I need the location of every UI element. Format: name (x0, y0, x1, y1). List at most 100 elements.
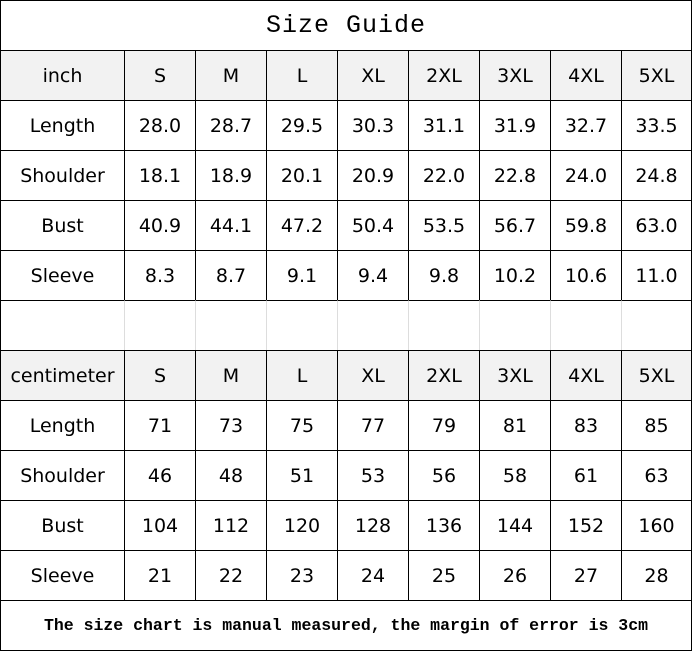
measurement-value: 77 (337, 400, 408, 450)
measurement-value: 128 (337, 500, 408, 550)
measurement-value: 83 (550, 400, 621, 450)
measurement-label: Bust (0, 200, 124, 250)
measurement-value: 51 (266, 450, 337, 500)
size-header: S (124, 50, 195, 100)
measurement-value: 9.8 (408, 250, 479, 300)
table-row: Sleeve 8.3 8.7 9.1 9.4 9.8 10.2 10.6 11.0 (0, 250, 692, 300)
measurement-value: 24 (337, 550, 408, 600)
table-row: Shoulder 46 48 51 53 56 58 61 63 (0, 450, 692, 500)
measurement-value: 47.2 (266, 200, 337, 250)
inch-header-row: inch S M L XL 2XL 3XL 4XL 5XL (0, 50, 692, 100)
measurement-value: 48 (195, 450, 266, 500)
measurement-note: The size chart is manual measured, the m… (0, 600, 692, 651)
unit-label: centimeter (0, 350, 124, 400)
measurement-value: 71 (124, 400, 195, 450)
empty-cell (408, 300, 479, 350)
centimeter-header-row: centimeter S M L XL 2XL 3XL 4XL 5XL (0, 350, 692, 400)
measurement-value: 160 (621, 500, 692, 550)
measurement-value: 27 (550, 550, 621, 600)
measurement-value: 79 (408, 400, 479, 450)
size-header: 5XL (621, 50, 692, 100)
measurement-value: 33.5 (621, 100, 692, 150)
measurement-value: 9.4 (337, 250, 408, 300)
measurement-value: 18.1 (124, 150, 195, 200)
measurement-value: 22.0 (408, 150, 479, 200)
measurement-value: 20.1 (266, 150, 337, 200)
size-header: L (266, 50, 337, 100)
size-header: 2XL (408, 50, 479, 100)
size-header: M (195, 50, 266, 100)
table-row: Length 28.0 28.7 29.5 30.3 31.1 31.9 32.7 33.5 (0, 100, 692, 150)
size-header: M (195, 350, 266, 400)
measurement-value: 144 (479, 500, 550, 550)
table-row: Bust 104 112 120 128 136 144 152 160 (0, 500, 692, 550)
measurement-value: 22 (195, 550, 266, 600)
measurement-value: 25 (408, 550, 479, 600)
empty-cell (266, 300, 337, 350)
measurement-value: 11.0 (621, 250, 692, 300)
size-header: XL (337, 350, 408, 400)
measurement-label: Shoulder (0, 450, 124, 500)
measurement-value: 136 (408, 500, 479, 550)
empty-cell (621, 300, 692, 350)
measurement-value: 53.5 (408, 200, 479, 250)
measurement-value: 46 (124, 450, 195, 500)
measurement-value: 21 (124, 550, 195, 600)
measurement-value: 58 (479, 450, 550, 500)
empty-cell (124, 300, 195, 350)
measurement-value: 152 (550, 500, 621, 550)
measurement-value: 53 (337, 450, 408, 500)
spacer-row (0, 300, 692, 350)
size-header: XL (337, 50, 408, 100)
measurement-value: 50.4 (337, 200, 408, 250)
table-row: Sleeve 21 22 23 24 25 26 27 28 (0, 550, 692, 600)
measurement-value: 24.8 (621, 150, 692, 200)
size-header: 3XL (479, 50, 550, 100)
empty-cell (195, 300, 266, 350)
measurement-value: 18.9 (195, 150, 266, 200)
measurement-value: 81 (479, 400, 550, 450)
measurement-value: 73 (195, 400, 266, 450)
measurement-value: 22.8 (479, 150, 550, 200)
size-header: 4XL (550, 50, 621, 100)
unit-label: inch (0, 50, 124, 100)
size-header: L (266, 350, 337, 400)
measurement-value: 23 (266, 550, 337, 600)
measurement-value: 112 (195, 500, 266, 550)
size-header: 2XL (408, 350, 479, 400)
measurement-value: 28 (621, 550, 692, 600)
measurement-value: 29.5 (266, 100, 337, 150)
measurement-value: 56.7 (479, 200, 550, 250)
size-header: S (124, 350, 195, 400)
table-row: Length 71 73 75 77 79 81 83 85 (0, 400, 692, 450)
table-row: Shoulder 18.1 18.9 20.1 20.9 22.0 22.8 24.0 24.8 (0, 150, 692, 200)
measurement-value: 85 (621, 400, 692, 450)
measurement-value: 32.7 (550, 100, 621, 150)
measurement-value: 20.9 (337, 150, 408, 200)
measurement-value: 63 (621, 450, 692, 500)
measurement-value: 30.3 (337, 100, 408, 150)
measurement-label: Bust (0, 500, 124, 550)
size-guide-title: Size Guide (0, 0, 692, 50)
measurement-label: Shoulder (0, 150, 124, 200)
measurement-value: 28.7 (195, 100, 266, 150)
measurement-value: 9.1 (266, 250, 337, 300)
measurement-value: 10.6 (550, 250, 621, 300)
measurement-label: Sleeve (0, 550, 124, 600)
measurement-label: Length (0, 400, 124, 450)
measurement-value: 31.1 (408, 100, 479, 150)
measurement-value: 28.0 (124, 100, 195, 150)
measurement-value: 104 (124, 500, 195, 550)
empty-cell (550, 300, 621, 350)
measurement-value: 10.2 (479, 250, 550, 300)
measurement-value: 44.1 (195, 200, 266, 250)
measurement-label: Sleeve (0, 250, 124, 300)
empty-cell (479, 300, 550, 350)
measurement-value: 8.3 (124, 250, 195, 300)
table-row: Bust 40.9 44.1 47.2 50.4 53.5 56.7 59.8 63.0 (0, 200, 692, 250)
measurement-label: Length (0, 100, 124, 150)
measurement-value: 59.8 (550, 200, 621, 250)
measurement-value: 120 (266, 500, 337, 550)
measurement-value: 26 (479, 550, 550, 600)
